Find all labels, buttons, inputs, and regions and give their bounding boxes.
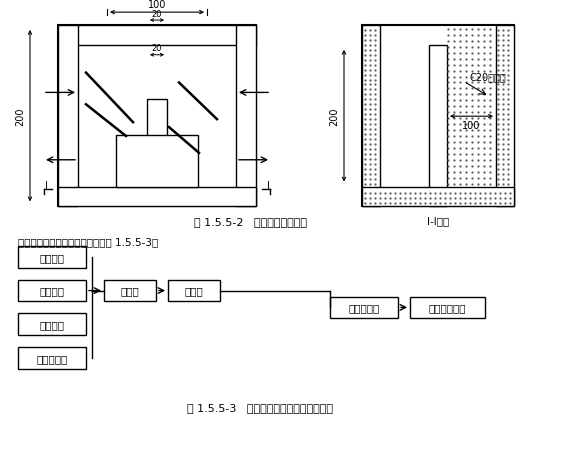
Text: 三级沉淀池: 三级沉淀池 (348, 303, 379, 313)
Text: 图 1.5.5-2   沉淀池结构示意图: 图 1.5.5-2 沉淀池结构示意图 (193, 217, 307, 227)
Bar (58, 26, 256, 46)
Bar (147, 100, 167, 146)
Bar (410, 297, 485, 319)
Text: 市政排水管道: 市政排水管道 (429, 303, 466, 313)
Text: I-I剖面: I-I剖面 (427, 216, 449, 226)
Bar (18, 347, 86, 369)
Bar (362, 26, 380, 207)
Bar (58, 187, 256, 207)
Text: 地表雨水: 地表雨水 (40, 252, 64, 262)
Bar (362, 26, 514, 207)
Bar (236, 26, 256, 207)
Text: 200: 200 (15, 108, 25, 126)
Text: 200: 200 (329, 108, 339, 126)
Bar (18, 280, 86, 302)
Text: 沉砂池: 沉砂池 (185, 286, 203, 296)
Bar (18, 313, 86, 336)
Text: I: I (266, 180, 269, 190)
Text: 100: 100 (148, 0, 166, 10)
Bar (496, 26, 514, 207)
Bar (429, 46, 447, 207)
Bar (330, 297, 398, 319)
Text: 图 1.5.5-3   地面排水系统水流走向示意图: 图 1.5.5-3 地面排水系统水流走向示意图 (187, 403, 333, 413)
Bar (58, 26, 78, 207)
Text: 100: 100 (462, 121, 480, 131)
Bar (18, 246, 86, 268)
Text: C20混凝土: C20混凝土 (470, 73, 506, 82)
Bar (362, 187, 514, 207)
Text: 基坑降水: 基坑降水 (40, 286, 64, 296)
Bar (116, 136, 198, 187)
Text: 施工地面排水系统的水流走向见图 1.5.5-3。: 施工地面排水系统的水流走向见图 1.5.5-3。 (18, 236, 158, 246)
Bar (168, 280, 220, 302)
Text: I: I (45, 180, 48, 190)
Text: 20: 20 (152, 10, 162, 19)
Bar (104, 280, 156, 302)
Text: 20: 20 (152, 44, 162, 53)
Bar (58, 26, 256, 207)
Text: 基坑明水: 基坑明水 (40, 319, 64, 330)
Text: 排水沟: 排水沟 (121, 286, 139, 296)
Text: 洗车槽污水: 洗车槽污水 (36, 353, 68, 363)
